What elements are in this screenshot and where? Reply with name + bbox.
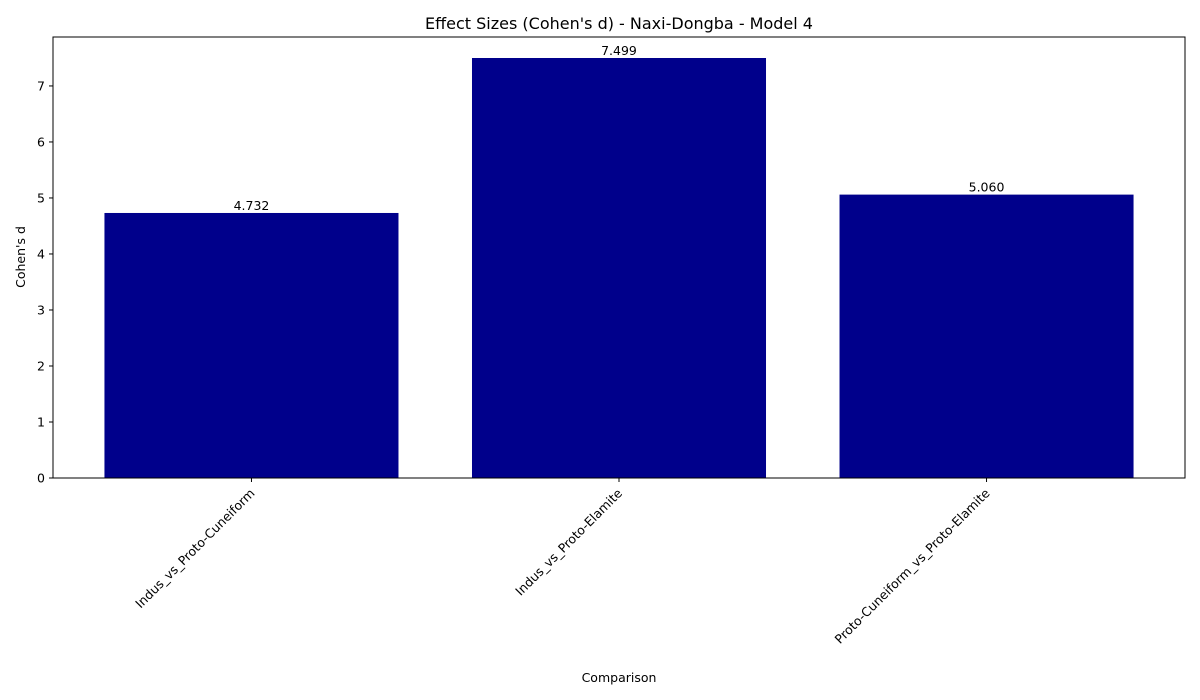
bar-1 [104,212,399,478]
bars-group [104,58,1134,479]
bar-2 [471,58,767,479]
x-tick-label-1: Indus_vs_Proto-Cuneiform [132,486,257,611]
x-tick-label-2: Indus_vs_Proto-Elamite [512,485,625,598]
x-axis: Indus_vs_Proto-Cuneiform Indus_vs_Proto-E… [132,478,993,647]
value-labels-group: 4.732 7.499 5.060 [234,43,1005,213]
y-axis-label: Cohen's d [13,226,28,288]
y-axis: 0 1 2 3 4 5 6 7 [37,78,53,486]
y-tick-label-2: 2 [37,358,45,373]
y-tick-label-3: 3 [37,302,45,317]
y-tick-label-5: 5 [37,190,45,205]
y-tick-label-1: 1 [37,414,45,429]
chart-title: Effect Sizes (Cohen's d) - Naxi-Dongba -… [425,14,813,33]
value-label-1: 4.732 [234,198,270,213]
y-tick-label-7: 7 [37,78,45,93]
bar-3 [839,194,1134,479]
y-tick-label-4: 4 [37,246,45,261]
x-axis-label: Comparison [582,670,657,685]
x-tick-label-3: Proto-Cuneiform_vs_Proto-Elamite [832,485,993,646]
y-tick-label-6: 6 [37,134,45,149]
y-tick-label-0: 0 [37,471,45,486]
value-label-3: 5.060 [969,180,1005,195]
value-label-2: 7.499 [601,43,637,58]
